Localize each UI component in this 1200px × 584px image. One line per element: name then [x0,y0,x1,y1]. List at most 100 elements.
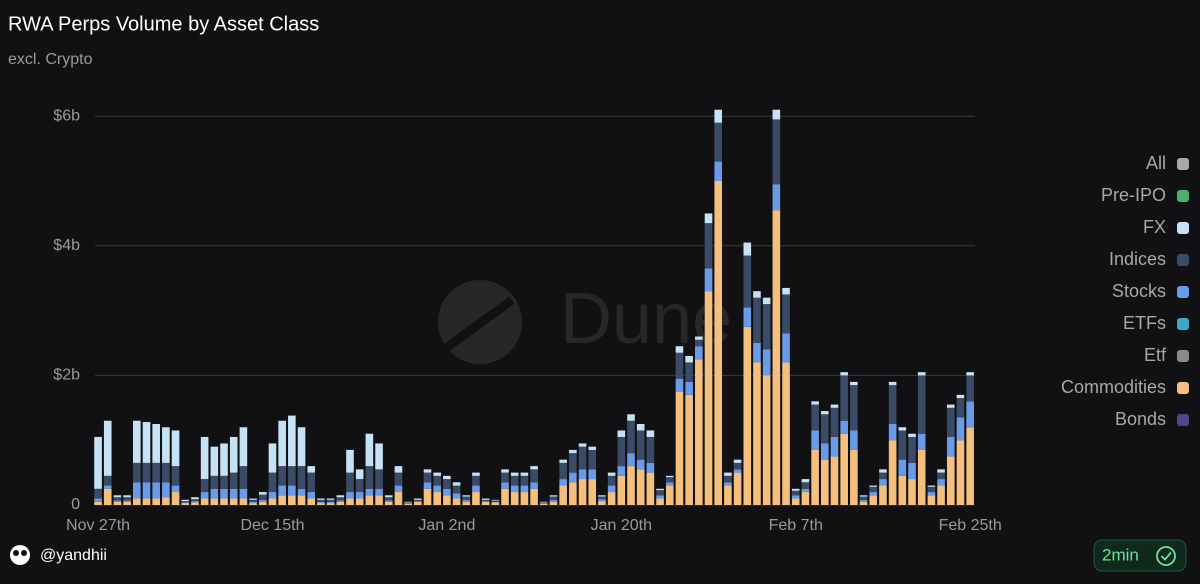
bar-segment [791,490,800,496]
bar-segment [724,485,732,505]
bar-segment [539,501,548,503]
bar-segment [317,503,325,505]
bar-segment [946,436,955,457]
bar-segment [501,472,509,483]
x-tick-label: Feb 25th [939,517,1002,534]
bar-segment [384,495,393,498]
bar-segment [743,242,752,256]
check-mark [1160,551,1172,561]
bar-segment [258,499,267,502]
bar-segment [510,475,519,486]
bar-segment [191,497,199,500]
bar-segment [462,501,471,505]
bar-segment [94,501,102,505]
bar-segment [821,443,829,460]
bar-segment [433,485,441,493]
bar-segment [307,472,316,493]
legend-label: Pre-IPO [1101,185,1166,205]
bar-segment [491,501,500,503]
bar-segment [627,453,635,467]
bar-segment [229,498,238,505]
bar-segment [772,210,781,505]
legend-swatch[interactable] [1177,190,1189,202]
bar-segment [753,362,761,505]
bar-segment [762,349,771,376]
bar-segment [433,472,441,476]
bar-segment [646,430,655,437]
bar-segment [840,375,848,421]
bar-segment [297,488,306,496]
bar-segment [210,475,219,489]
bar-segment [443,488,451,496]
x-tick-label: Jan 2nd [418,517,475,534]
bar-segment [220,498,228,505]
bar-segment [869,485,878,487]
bar-segment [220,488,228,499]
bar-segment [142,422,151,463]
bar-segment [220,475,228,489]
bar-segment [268,472,277,493]
bar-segment [481,499,490,502]
legend-swatch[interactable] [1177,254,1189,266]
bar-segment [782,294,790,334]
bar-segment [103,420,112,476]
bar-segment [917,375,926,434]
bar-segment [152,498,160,505]
bar-segment [530,488,538,505]
bar-segment [346,498,354,505]
bar-segment [191,499,199,502]
legend-swatch[interactable] [1177,350,1189,362]
bar-segment [462,499,471,502]
legend-label: All [1146,153,1166,173]
bar-segment [268,443,277,473]
bar-segment [181,501,190,503]
bar-segment [171,492,180,505]
bar-segment [714,109,723,123]
bar-segment [617,430,626,437]
x-tick-label: Nov 27th [66,517,130,534]
bar-segment [346,492,354,499]
legend-swatch[interactable] [1177,286,1189,298]
bar-segment [685,381,693,395]
bar-segment [588,446,597,450]
bar-segment [704,268,713,292]
bar-segment [539,503,548,505]
bar-segment [627,420,635,454]
bar-segment [181,502,190,504]
legend-swatch[interactable] [1177,318,1189,330]
bar-segment [724,482,732,486]
bar-segment [578,446,587,470]
bar-segment [336,495,345,498]
bar-segment [162,482,170,498]
bar-segment [888,381,897,386]
refresh-time: 2min [1102,545,1139,564]
legend-swatch[interactable] [1177,222,1189,234]
bar-segment [850,385,858,431]
legend-swatch[interactable] [1177,382,1189,394]
bar-segment [278,485,286,496]
bar-segment [94,498,102,502]
bar-segment [685,362,693,382]
legend-swatch[interactable] [1177,414,1189,426]
bar-segment [859,495,868,497]
bar-segment [966,372,974,376]
bar-segment [481,501,490,505]
bar-segment [937,479,945,486]
bar-segment [714,161,723,181]
bar-segment [288,415,296,467]
bar-segment [888,385,897,424]
bar-segment [714,122,723,162]
bar-segment [908,433,916,437]
bar-segment [859,499,868,502]
bar-segment [559,462,567,480]
bar-segment [762,297,771,305]
bar-segment [443,479,451,489]
bar-segment [598,495,606,497]
legend-swatch[interactable] [1177,158,1189,170]
bar-segment [743,255,752,308]
bar-segment [598,501,606,505]
bar-segment [704,213,713,224]
bar-segment [103,475,112,486]
bar-segment [491,502,500,505]
bar-segment [520,472,529,476]
